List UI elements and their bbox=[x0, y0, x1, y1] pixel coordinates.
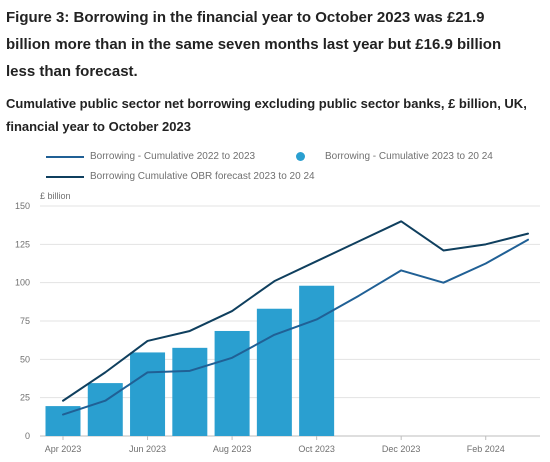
bar-layer bbox=[45, 285, 335, 436]
x-tick-label: Feb 2024 bbox=[467, 444, 505, 454]
x-tick-label: Dec 2023 bbox=[382, 444, 421, 454]
bar-oct-2023 bbox=[299, 285, 335, 436]
axis-layer: 0 25 50 75 100 125 150 £ billion Apr 2023 Jun 202… bbox=[15, 191, 505, 454]
chart-area: 0 25 50 75 100 125 150 £ billion Apr 2023 Jun 202… bbox=[0, 186, 550, 457]
y-tick-label: 0 bbox=[25, 431, 30, 441]
line-layer bbox=[62, 220, 529, 416]
legend-label: Borrowing - Cumulative 2022 to 2023 bbox=[90, 151, 256, 162]
y-tick-label: 75 bbox=[20, 316, 30, 326]
legend-label: Borrowing Cumulative OBR forecast 2023 t… bbox=[90, 171, 315, 182]
y-tick-label: 100 bbox=[15, 278, 30, 288]
y-tick-label: 125 bbox=[15, 239, 30, 249]
bar-may-2023 bbox=[87, 383, 123, 436]
bar-jul-2023 bbox=[172, 347, 208, 436]
legend-item-obr: Borrowing Cumulative OBR forecast 2023 t… bbox=[46, 171, 315, 182]
chart-svg: 0 25 50 75 100 125 150 £ billion Apr 2023 Jun 202… bbox=[15, 191, 540, 454]
bar-sep-2023 bbox=[256, 308, 292, 436]
chart-subtitle: Cumulative public sector net borrowing e… bbox=[6, 96, 527, 134]
legend-item-2023: Borrowing - Cumulative 2023 to 20 24 bbox=[296, 151, 493, 162]
y-tick-label: 50 bbox=[20, 354, 30, 364]
x-tick-label: Jun 2023 bbox=[129, 444, 166, 454]
x-tick-label: Oct 2023 bbox=[298, 444, 335, 454]
bar-jun-2023 bbox=[130, 352, 166, 436]
bar-aug-2023 bbox=[214, 330, 250, 436]
legend-swatch-dot bbox=[296, 152, 305, 161]
x-tick-label: Aug 2023 bbox=[213, 444, 252, 454]
legend-item-2022: Borrowing - Cumulative 2022 to 2023 bbox=[46, 151, 255, 162]
line-obr-forecast-2023-24 bbox=[62, 220, 529, 402]
x-tick-label: Apr 2023 bbox=[45, 444, 82, 454]
line-cumulative-2022-23 bbox=[62, 238, 529, 416]
legend-label: Borrowing - Cumulative 2023 to 20 24 bbox=[325, 151, 493, 162]
legend-swatch-line bbox=[46, 155, 84, 158]
chart-title: Figure 3: Borrowing in the financial yea… bbox=[6, 9, 502, 80]
y-tick-label: 25 bbox=[20, 393, 30, 403]
y-axis-label: £ billion bbox=[40, 191, 71, 201]
chart-legend: Borrowing - Cumulative 2022 to 2023 Borr… bbox=[0, 146, 550, 186]
legend-swatch-line bbox=[46, 175, 84, 178]
y-tick-label: 150 bbox=[15, 201, 30, 211]
